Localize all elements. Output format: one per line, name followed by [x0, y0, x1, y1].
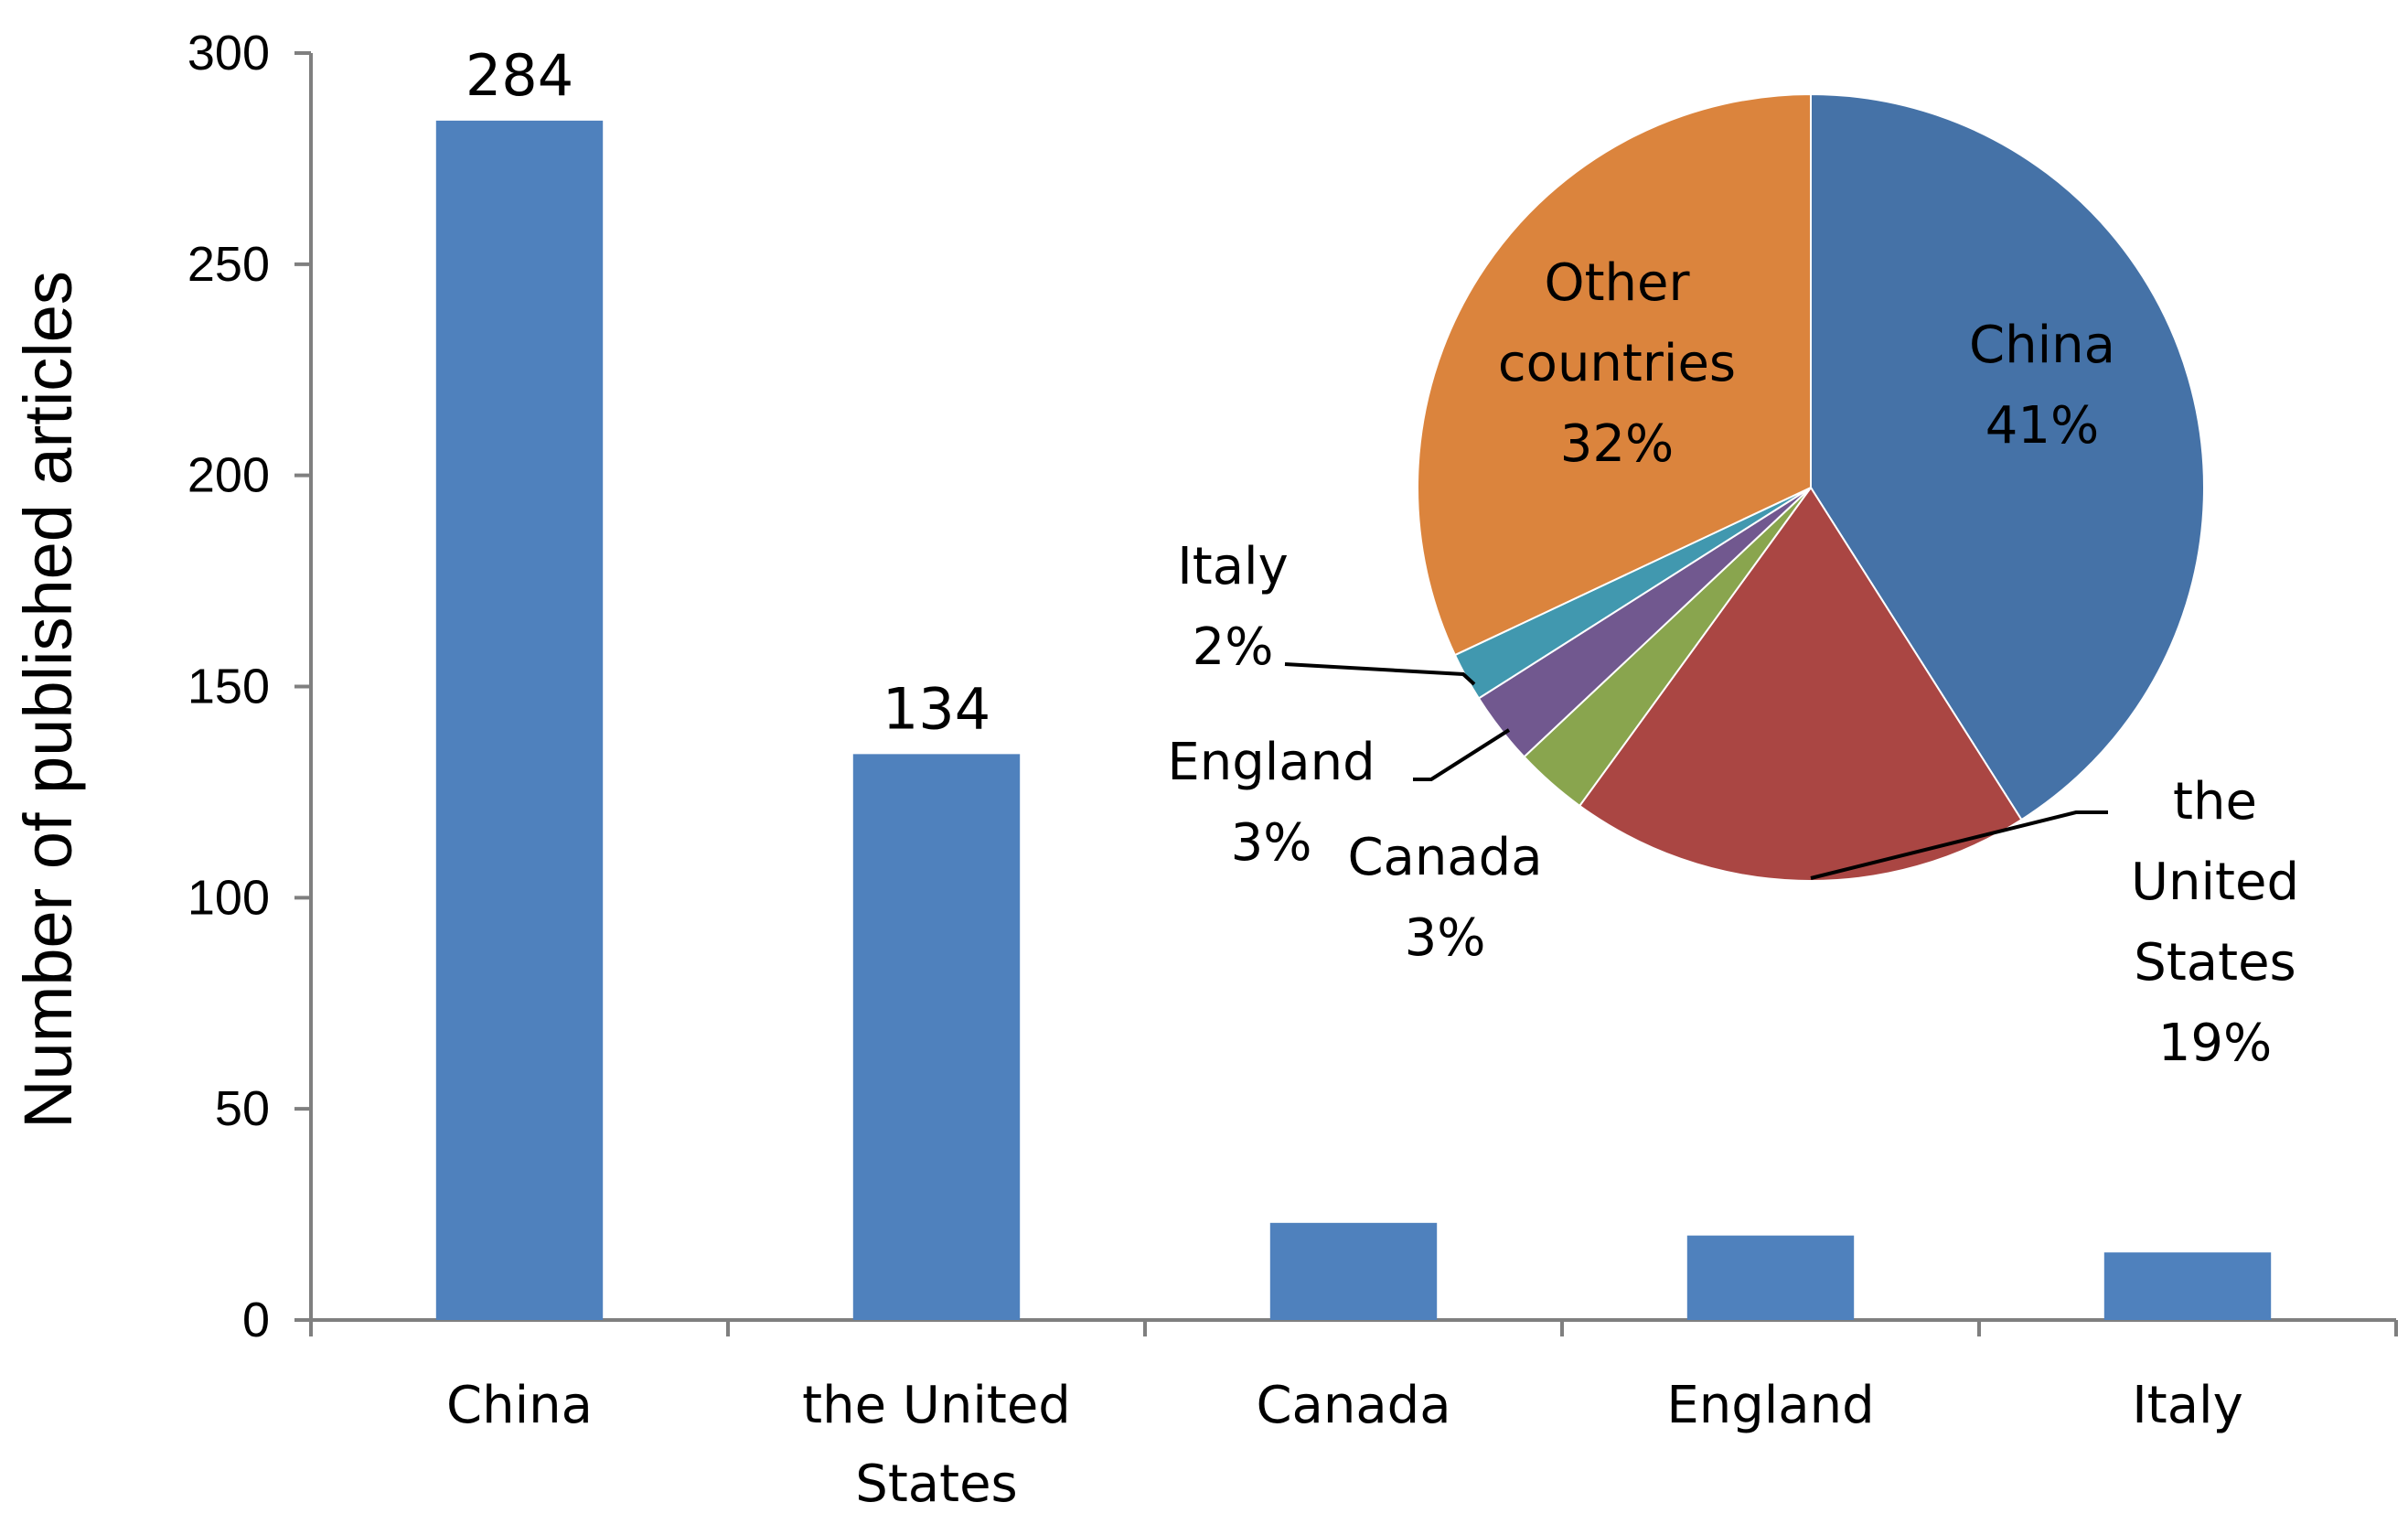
y-tick-label: 100 — [187, 870, 270, 925]
x-category-label: the United States — [802, 1376, 1071, 1514]
pie-slice-label-line: Other — [1544, 253, 1690, 313]
pie-slice-label-line: United — [2131, 853, 2299, 912]
pie-slice-label-line: 19% — [2158, 1014, 2272, 1073]
pie-slice-label-line: countries — [1498, 334, 1736, 393]
pie-slice-label-line: 32% — [1560, 414, 1674, 474]
y-tick-label: 200 — [187, 448, 270, 503]
pie-slice-label-line: the — [2173, 772, 2257, 832]
y-tick-label: 0 — [242, 1293, 270, 1347]
x-category-label-line: States — [855, 1454, 1017, 1514]
bar — [852, 754, 1021, 1320]
x-category-label: Canada — [1256, 1376, 1450, 1435]
pie-slice-label-line: 41% — [1985, 396, 2099, 456]
bar — [435, 120, 604, 1320]
x-category-label-line: China — [446, 1376, 593, 1435]
bar — [1269, 1222, 1438, 1320]
leader-line-italy — [1284, 662, 1476, 686]
x-category-label: Italy — [2132, 1376, 2243, 1435]
pie-slice-label-line: States — [2134, 933, 2296, 993]
pie-slice-label-line: Italy — [1177, 537, 1289, 596]
x-category-label: England — [1666, 1376, 1874, 1435]
y-axis-title: Number of published articles — [10, 271, 86, 1129]
bar-chart: 0 50 100 150 200 250 300 284 China 134 the United S… — [10, 26, 2398, 1514]
pie-slice-label: England 3% — [1167, 733, 1375, 873]
y-tick-label: 50 — [215, 1081, 270, 1136]
x-category-label-line: England — [1666, 1376, 1874, 1435]
pie-slice-label: Other countries 32% — [1498, 253, 1736, 474]
pie-slice-label-line: China — [1969, 316, 2115, 375]
pie-slice — [1810, 92, 2205, 821]
y-tick-label: 150 — [187, 660, 270, 714]
bar — [2103, 1252, 2272, 1320]
bar-value-label: 284 — [466, 42, 573, 109]
pie-slice-label-line: Canada — [1347, 828, 1542, 887]
pie-slice-label-line: 2% — [1193, 617, 1274, 677]
bar-value-label: 134 — [883, 675, 990, 742]
bar — [1686, 1235, 1855, 1320]
pie-slice — [1578, 486, 2023, 882]
pie-slice-label-line: England — [1167, 733, 1375, 792]
y-tick-label: 300 — [187, 26, 270, 80]
x-category-label-line: Italy — [2132, 1376, 2243, 1435]
leader-line-england — [1413, 728, 1511, 781]
x-category-label: China — [446, 1376, 593, 1435]
pie-slice-label-line: 3% — [1405, 908, 1486, 968]
pie-slice-label: Canada 3% — [1347, 828, 1542, 968]
pie-slice-label: Italy 2% — [1177, 537, 1289, 677]
leader-line-united-states — [1810, 810, 2108, 880]
x-category-label-line: the United — [802, 1376, 1071, 1435]
pie-slice — [1417, 92, 1812, 657]
x-category-label-line: Canada — [1256, 1376, 1450, 1435]
pie-slice-label: China 41% — [1969, 316, 2115, 456]
pie-slice-label-line: 3% — [1231, 813, 1312, 873]
y-tick-label: 250 — [187, 237, 270, 292]
pie-chart: China 41%the United States 19%Canada 3%Englan… — [1167, 92, 2299, 1073]
pie-slice-label: the United States 19% — [2131, 772, 2299, 1073]
